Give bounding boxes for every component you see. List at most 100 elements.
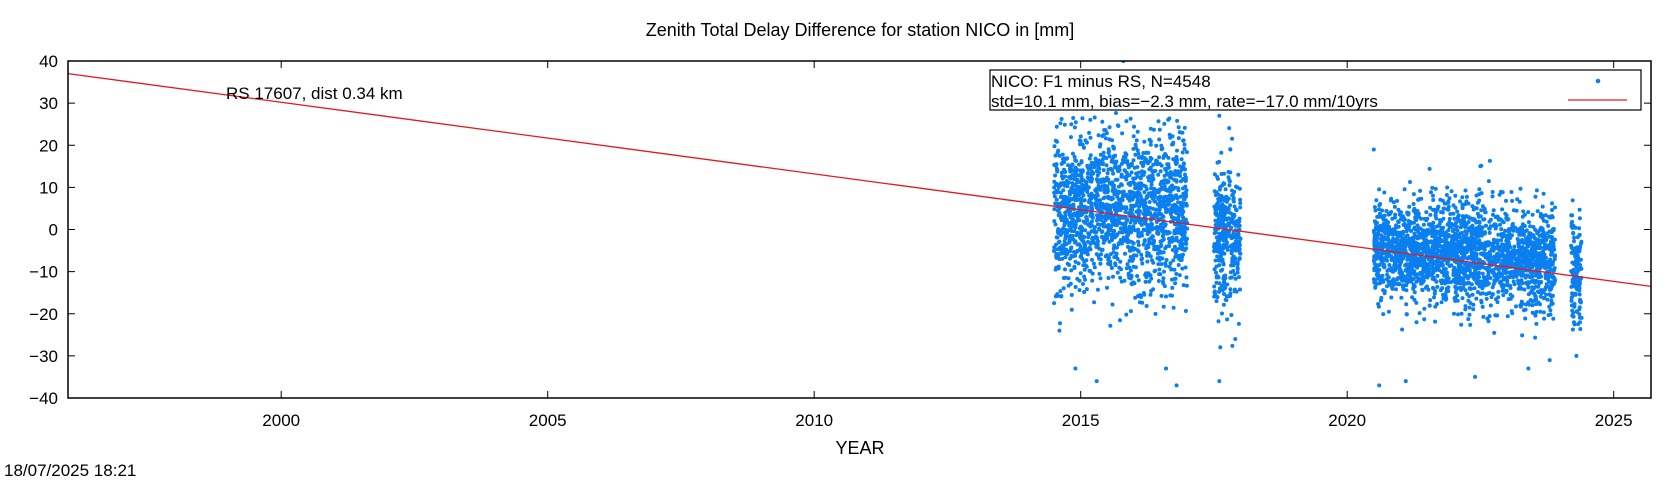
data-point xyxy=(1475,278,1480,283)
data-point xyxy=(1058,289,1063,294)
data-point xyxy=(1238,205,1243,210)
data-point xyxy=(1552,281,1557,286)
data-point xyxy=(1550,246,1554,251)
data-point xyxy=(1102,154,1106,159)
data-point xyxy=(1177,130,1182,135)
data-point xyxy=(1073,213,1078,218)
data-point xyxy=(1079,233,1084,238)
data-point xyxy=(1183,265,1188,270)
data-point xyxy=(1117,199,1122,204)
data-point xyxy=(1176,263,1181,267)
data-point xyxy=(1217,231,1222,236)
data-point xyxy=(1414,279,1419,284)
data-point xyxy=(1428,298,1433,303)
data-point xyxy=(1143,273,1148,277)
data-point xyxy=(1103,128,1108,133)
data-point xyxy=(1223,235,1228,240)
data-point xyxy=(1395,277,1400,282)
data-point xyxy=(1214,190,1219,195)
data-point xyxy=(1506,242,1511,247)
data-point xyxy=(1470,292,1475,297)
data-point xyxy=(1444,193,1449,197)
data-point xyxy=(1517,252,1522,257)
data-point xyxy=(1073,190,1078,195)
data-point xyxy=(1442,294,1447,299)
data-point xyxy=(1052,162,1057,167)
data-point xyxy=(1178,174,1183,178)
data-point xyxy=(1143,200,1148,205)
data-point xyxy=(1156,119,1161,124)
data-point xyxy=(1522,212,1527,217)
data-point xyxy=(1096,183,1101,188)
data-point xyxy=(1499,233,1504,238)
data-point xyxy=(1217,242,1222,247)
data-point xyxy=(1175,218,1180,223)
data-point xyxy=(1063,275,1068,280)
data-point xyxy=(1414,320,1419,325)
data-point xyxy=(1230,259,1235,264)
data-point xyxy=(1392,204,1397,209)
data-point xyxy=(1086,167,1091,171)
data-point xyxy=(1100,229,1105,234)
data-point xyxy=(1140,218,1145,223)
data-point xyxy=(1234,219,1239,224)
data-point xyxy=(1467,305,1472,310)
data-point xyxy=(1533,293,1538,298)
data-point xyxy=(1417,197,1422,201)
data-point xyxy=(1075,276,1080,281)
data-point xyxy=(1173,281,1178,286)
data-point xyxy=(1178,246,1183,251)
data-point xyxy=(1398,210,1403,215)
y-tick-label: −10 xyxy=(29,263,58,282)
data-point xyxy=(1226,206,1231,211)
data-point xyxy=(1080,256,1085,261)
data-point xyxy=(1069,253,1074,258)
data-point xyxy=(1373,220,1378,225)
data-point xyxy=(1478,214,1483,219)
data-point xyxy=(1410,259,1415,264)
data-point xyxy=(1449,189,1454,194)
data-point xyxy=(1217,204,1222,209)
data-point xyxy=(1217,221,1222,226)
data-point xyxy=(1214,246,1219,251)
data-point xyxy=(1569,224,1574,229)
data-point xyxy=(1487,260,1492,265)
data-point xyxy=(1569,295,1574,300)
data-point xyxy=(1237,243,1242,248)
data-point xyxy=(1411,192,1416,197)
data-point xyxy=(1101,168,1106,173)
data-point xyxy=(1221,212,1225,217)
data-point xyxy=(1078,142,1082,147)
data-point xyxy=(1221,204,1226,209)
data-point xyxy=(1092,265,1097,270)
data-point xyxy=(1430,239,1435,244)
data-point xyxy=(1216,216,1221,221)
data-point xyxy=(1112,255,1117,260)
data-point xyxy=(1538,309,1543,314)
data-point xyxy=(1086,222,1091,227)
data-point xyxy=(1079,174,1084,179)
data-point xyxy=(1152,244,1157,249)
data-point xyxy=(1578,244,1583,249)
data-point xyxy=(1172,244,1177,249)
data-point xyxy=(1061,286,1066,291)
data-point xyxy=(1155,256,1160,261)
data-point xyxy=(1183,184,1188,189)
data-point xyxy=(1173,169,1178,174)
data-point xyxy=(1134,253,1139,258)
data-point xyxy=(1228,147,1233,152)
data-point xyxy=(1136,239,1141,244)
data-point xyxy=(1061,226,1066,231)
data-point xyxy=(1161,276,1166,281)
data-point xyxy=(1504,283,1509,287)
data-point xyxy=(1077,162,1081,167)
data-point xyxy=(1225,217,1229,221)
data-point xyxy=(1084,216,1089,221)
data-point xyxy=(1463,307,1468,312)
data-point xyxy=(1237,256,1242,261)
data-point xyxy=(1124,119,1129,124)
data-point xyxy=(1394,287,1398,292)
data-point xyxy=(1143,210,1148,215)
data-point xyxy=(1401,287,1406,292)
data-point xyxy=(1070,197,1075,202)
